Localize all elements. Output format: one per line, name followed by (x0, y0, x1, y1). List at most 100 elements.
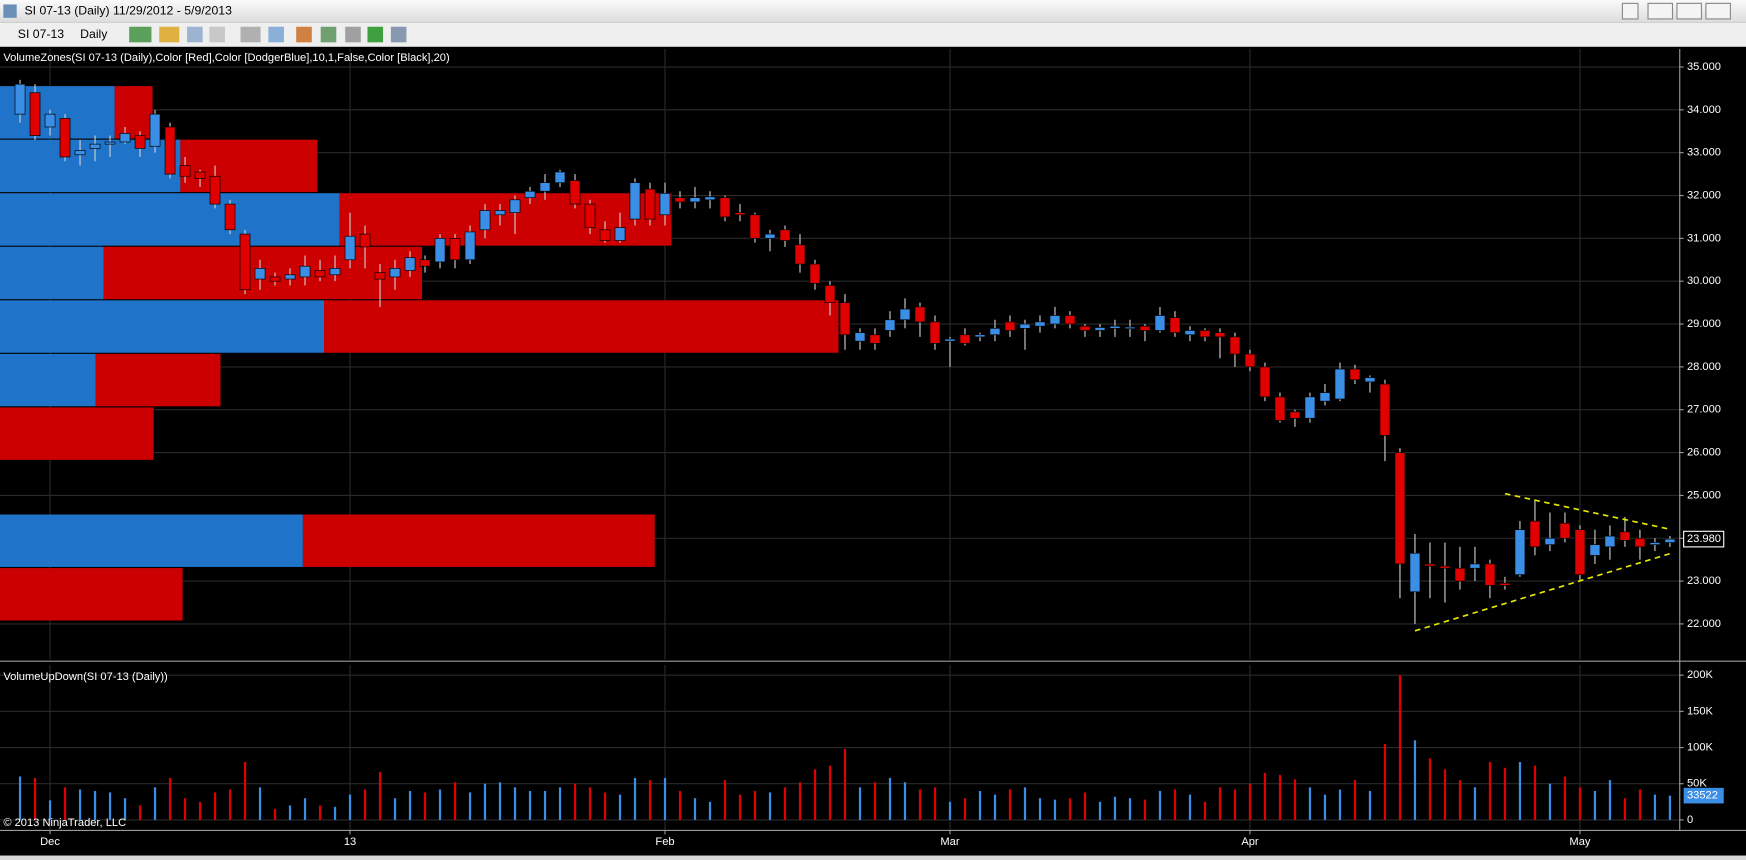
pin-button[interactable] (187, 26, 203, 43)
maximize-button[interactable] (1676, 2, 1703, 20)
candle-body (14, 83, 26, 115)
zone-up (0, 300, 325, 353)
chart-button[interactable] (345, 26, 361, 43)
volume-bar (888, 777, 892, 820)
volume-bar (1653, 794, 1657, 820)
candle-body (1139, 325, 1151, 331)
candle-body (479, 210, 491, 231)
volume-bar (768, 792, 772, 820)
candle-body (509, 199, 521, 213)
candle-body (1259, 366, 1271, 398)
instrument-selector[interactable]: SI 07-13 (18, 27, 64, 41)
candle-body (1214, 332, 1226, 338)
minimize-button[interactable] (1647, 2, 1674, 20)
y-tick-label: 35.000 (1687, 61, 1721, 73)
status-bar (0, 855, 1746, 860)
indicator-button[interactable] (296, 26, 312, 43)
candle-body (44, 113, 56, 128)
x-tick-label: Mar (940, 836, 959, 848)
order-button[interactable] (367, 26, 384, 43)
candle-body (1559, 522, 1571, 539)
draw-button[interactable] (159, 26, 180, 43)
bar-type-button[interactable] (129, 26, 152, 43)
candle-body (179, 165, 191, 177)
volume-bar (633, 777, 637, 820)
zone-up (0, 246, 104, 300)
volume-bar (693, 798, 697, 820)
interval-selector[interactable]: Daily (80, 27, 108, 41)
candle-body (284, 274, 296, 280)
volume-bar (1623, 798, 1627, 820)
volume-bar (1173, 789, 1177, 820)
candle-body (464, 231, 476, 261)
candle-body (1349, 368, 1361, 381)
candle-body (929, 321, 941, 344)
zone-down (0, 568, 183, 621)
candle-body (1409, 552, 1421, 593)
volume-bar (153, 787, 157, 820)
volume-bar (138, 805, 142, 820)
volume-bar (1308, 787, 1312, 820)
candle-body (1394, 452, 1406, 565)
volume-bar (918, 789, 922, 820)
candle-body (629, 182, 641, 220)
volume-bar (843, 748, 847, 820)
volume-bar (1188, 794, 1192, 820)
volume-bar (1518, 762, 1522, 820)
volume-bar (348, 794, 352, 820)
candle-body (779, 229, 791, 241)
candle-body (104, 141, 116, 145)
candle-body (1019, 323, 1031, 329)
link-button[interactable] (1621, 2, 1639, 20)
candle-body (149, 113, 161, 147)
candle-body (224, 203, 236, 231)
volume-bar (183, 798, 187, 820)
volume-bar (63, 787, 67, 820)
volume-bar (1233, 789, 1237, 820)
candle-body (389, 268, 401, 278)
volume-bar (18, 776, 22, 820)
toolbar-icons (129, 26, 407, 43)
volume-bar (738, 794, 742, 820)
volume-bar (948, 801, 952, 820)
volume-bar (573, 783, 577, 820)
close-button[interactable] (1705, 2, 1731, 20)
candle-body (944, 338, 956, 342)
candle-body (1004, 321, 1016, 331)
cursor-button[interactable] (240, 26, 261, 43)
candle-body (854, 332, 866, 342)
volume-bar (1608, 780, 1612, 820)
candle-body (434, 238, 446, 263)
volume-bar (513, 787, 517, 820)
volume-indicator-label: VolumeUpDown(SI 07-13 (Daily)) (3, 671, 168, 683)
volume-bar (1038, 798, 1042, 820)
volume-bar (1533, 765, 1537, 820)
y-tick-label: 31.000 (1687, 232, 1721, 244)
candle-body (314, 270, 326, 278)
candle-body (524, 190, 536, 199)
price-indicator-label: VolumeZones(SI 07-13 (Daily),Color [Red]… (3, 52, 450, 64)
y2-tick-label: 100K (1687, 741, 1714, 753)
candle-body (584, 203, 596, 228)
candle-body (1514, 529, 1526, 575)
candle-body (254, 268, 266, 280)
candle-body (1289, 411, 1301, 419)
volume-bar (303, 798, 307, 820)
strategy-button[interactable] (320, 26, 337, 43)
window-title: SI 07-13 (Daily) 11/29/2012 - 5/9/2013 (24, 3, 232, 17)
volume-bar (393, 798, 397, 820)
volume-bar (1428, 758, 1432, 820)
candle-body (449, 238, 461, 261)
x-tick-label: May (1569, 836, 1590, 848)
volume-bar (1638, 789, 1642, 820)
tool-button[interactable] (209, 26, 225, 43)
candle-body (119, 133, 131, 143)
candle-body (1364, 377, 1376, 383)
volume-bar (1008, 789, 1012, 820)
properties-button[interactable] (390, 26, 407, 43)
zoom-button[interactable] (268, 26, 284, 43)
zone-up (0, 193, 340, 246)
volume-bar (1113, 796, 1117, 820)
candle-body (1604, 535, 1616, 548)
